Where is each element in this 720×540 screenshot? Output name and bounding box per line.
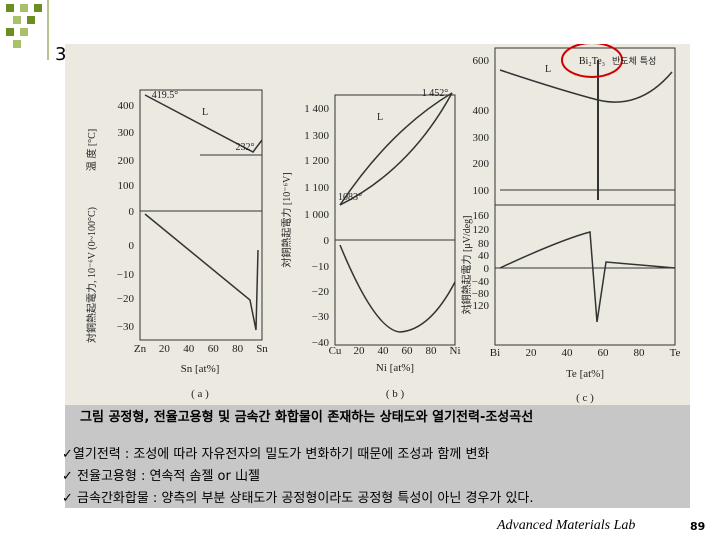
y-tick-label: 40 (478, 250, 490, 262)
caption-box (65, 405, 690, 508)
y-tick-label: 300 (473, 132, 490, 144)
x-tick-label: 80 (232, 343, 244, 355)
y-tick-label: 0 (129, 206, 135, 218)
x-axis-label: Ni [at%] (376, 362, 414, 374)
x-tick-label: 60 (598, 347, 610, 359)
y-tick-label: −40 (312, 337, 330, 349)
y-axis-label: 対銅熱起電力 [10⁻⁶V] (280, 172, 293, 267)
y-tick-label: 1 100 (304, 182, 329, 194)
y-tick-label: −20 (312, 286, 330, 298)
x-tick-label: Ni (450, 345, 461, 357)
y-tick-label: −40 (472, 276, 490, 288)
y-tick-label: 1 200 (304, 155, 329, 167)
y-tick-label: −120 (466, 300, 489, 312)
x-tick-label: 80 (426, 345, 438, 357)
bullet: ✓열기전력 : 조성에 따라 자유전자의 밀도가 변화하기 때문에 조성과 함께… (62, 447, 490, 462)
x-tick-label: Bi (490, 347, 500, 359)
y-tick-label: −20 (117, 293, 135, 305)
y-tick-label: 100 (473, 185, 490, 197)
x-tick-label: 40 (378, 345, 390, 357)
annotation: 419.5° (152, 90, 179, 101)
y-tick-label: 160 (473, 210, 490, 222)
annotation: 1 452° (422, 88, 449, 99)
y-tick-label: 300 (118, 127, 135, 139)
corner-decoration (6, 0, 49, 60)
bullet: ✓ 금속간화합물 : 양측의 부분 상태도가 공정형이라도 공정형 특성이 아닌… (62, 491, 534, 506)
y-tick-label: 1 000 (304, 209, 329, 221)
annotation: L (377, 112, 383, 123)
y-axis-label: 対銅熱起電力, 10⁻⁶V (0~100°C) (85, 207, 98, 343)
page-number: 89 (690, 520, 706, 533)
y-axis-label: 対銅熱起電力 [μV/deg] (460, 216, 473, 315)
x-tick-label: 20 (159, 343, 171, 355)
y-tick-label: 200 (118, 155, 135, 167)
note: 반도체 특성 (612, 57, 657, 67)
y-tick-label: −30 (117, 321, 135, 333)
y-tick-label: 1 400 (304, 103, 329, 115)
y-tick-label: 0 (129, 240, 135, 252)
y-tick-label: 80 (478, 238, 490, 250)
x-tick-label: 80 (634, 347, 646, 359)
y-tick-label: −30 (312, 311, 330, 323)
x-tick-label: 20 (354, 345, 366, 357)
y-tick-label: 120 (473, 224, 490, 236)
annotation: L (202, 107, 208, 118)
panel-label: ( b ) (386, 388, 405, 400)
bullet-text: 전율고용형 : 연속적 솜젤 or 山젤 (77, 469, 260, 484)
x-tick-label: Cu (329, 345, 342, 357)
footer: Advanced Materials Lab (497, 518, 636, 533)
bullet: ✓ 전율고용형 : 연속적 솜젤 or 山젤 (62, 469, 260, 484)
x-tick-label: 40 (562, 347, 574, 359)
y-tick-label: 100 (118, 180, 135, 192)
y-axis-label: 温 度 [°C] (85, 129, 98, 171)
x-tick-label: Te (670, 347, 681, 359)
x-axis-label: Sn [at%] (181, 363, 220, 375)
x-tick-label: Sn (256, 343, 268, 355)
y-tick-label: −10 (312, 261, 330, 273)
bullet-text: 열기전력 : 조성에 따라 자유전자의 밀도가 변화하기 때문에 조성과 함께 … (72, 447, 490, 462)
figure-caption: 그림 공정형, 전율고용형 및 금속간 화합물이 존재하는 상태도와 열기전력-… (80, 410, 534, 425)
y-tick-label: −10 (117, 269, 135, 281)
y-tick-label: −80 (472, 288, 490, 300)
x-tick-label: 40 (183, 343, 195, 355)
x-tick-label: 20 (526, 347, 538, 359)
panel-label: ( c ) (576, 392, 594, 404)
y-tick-label: 200 (473, 158, 490, 170)
annotation: L (545, 64, 551, 75)
annotation: 232° (236, 142, 255, 153)
x-tick-label: 60 (402, 345, 414, 357)
x-tick-label: 60 (208, 343, 220, 355)
x-tick-label: Zn (134, 343, 147, 355)
x-axis-label: Te [at%] (566, 368, 604, 380)
y-tick-label: 1 300 (304, 130, 329, 142)
annotation: Bi₂Te₃ (579, 56, 605, 67)
y-tick-label: 400 (473, 105, 490, 117)
bullet-text: 금속간화합물 : 양측의 부분 상태도가 공정형이라도 공정형 특성이 아닌 경… (77, 491, 534, 506)
panel-label: ( a ) (191, 388, 209, 400)
y-tick-label: 400 (118, 100, 135, 112)
y-tick-label: 600 (473, 55, 490, 67)
y-tick-label: 0 (484, 263, 490, 275)
y-tick-label: 0 (324, 235, 330, 247)
annotation: 1083° (338, 192, 362, 203)
